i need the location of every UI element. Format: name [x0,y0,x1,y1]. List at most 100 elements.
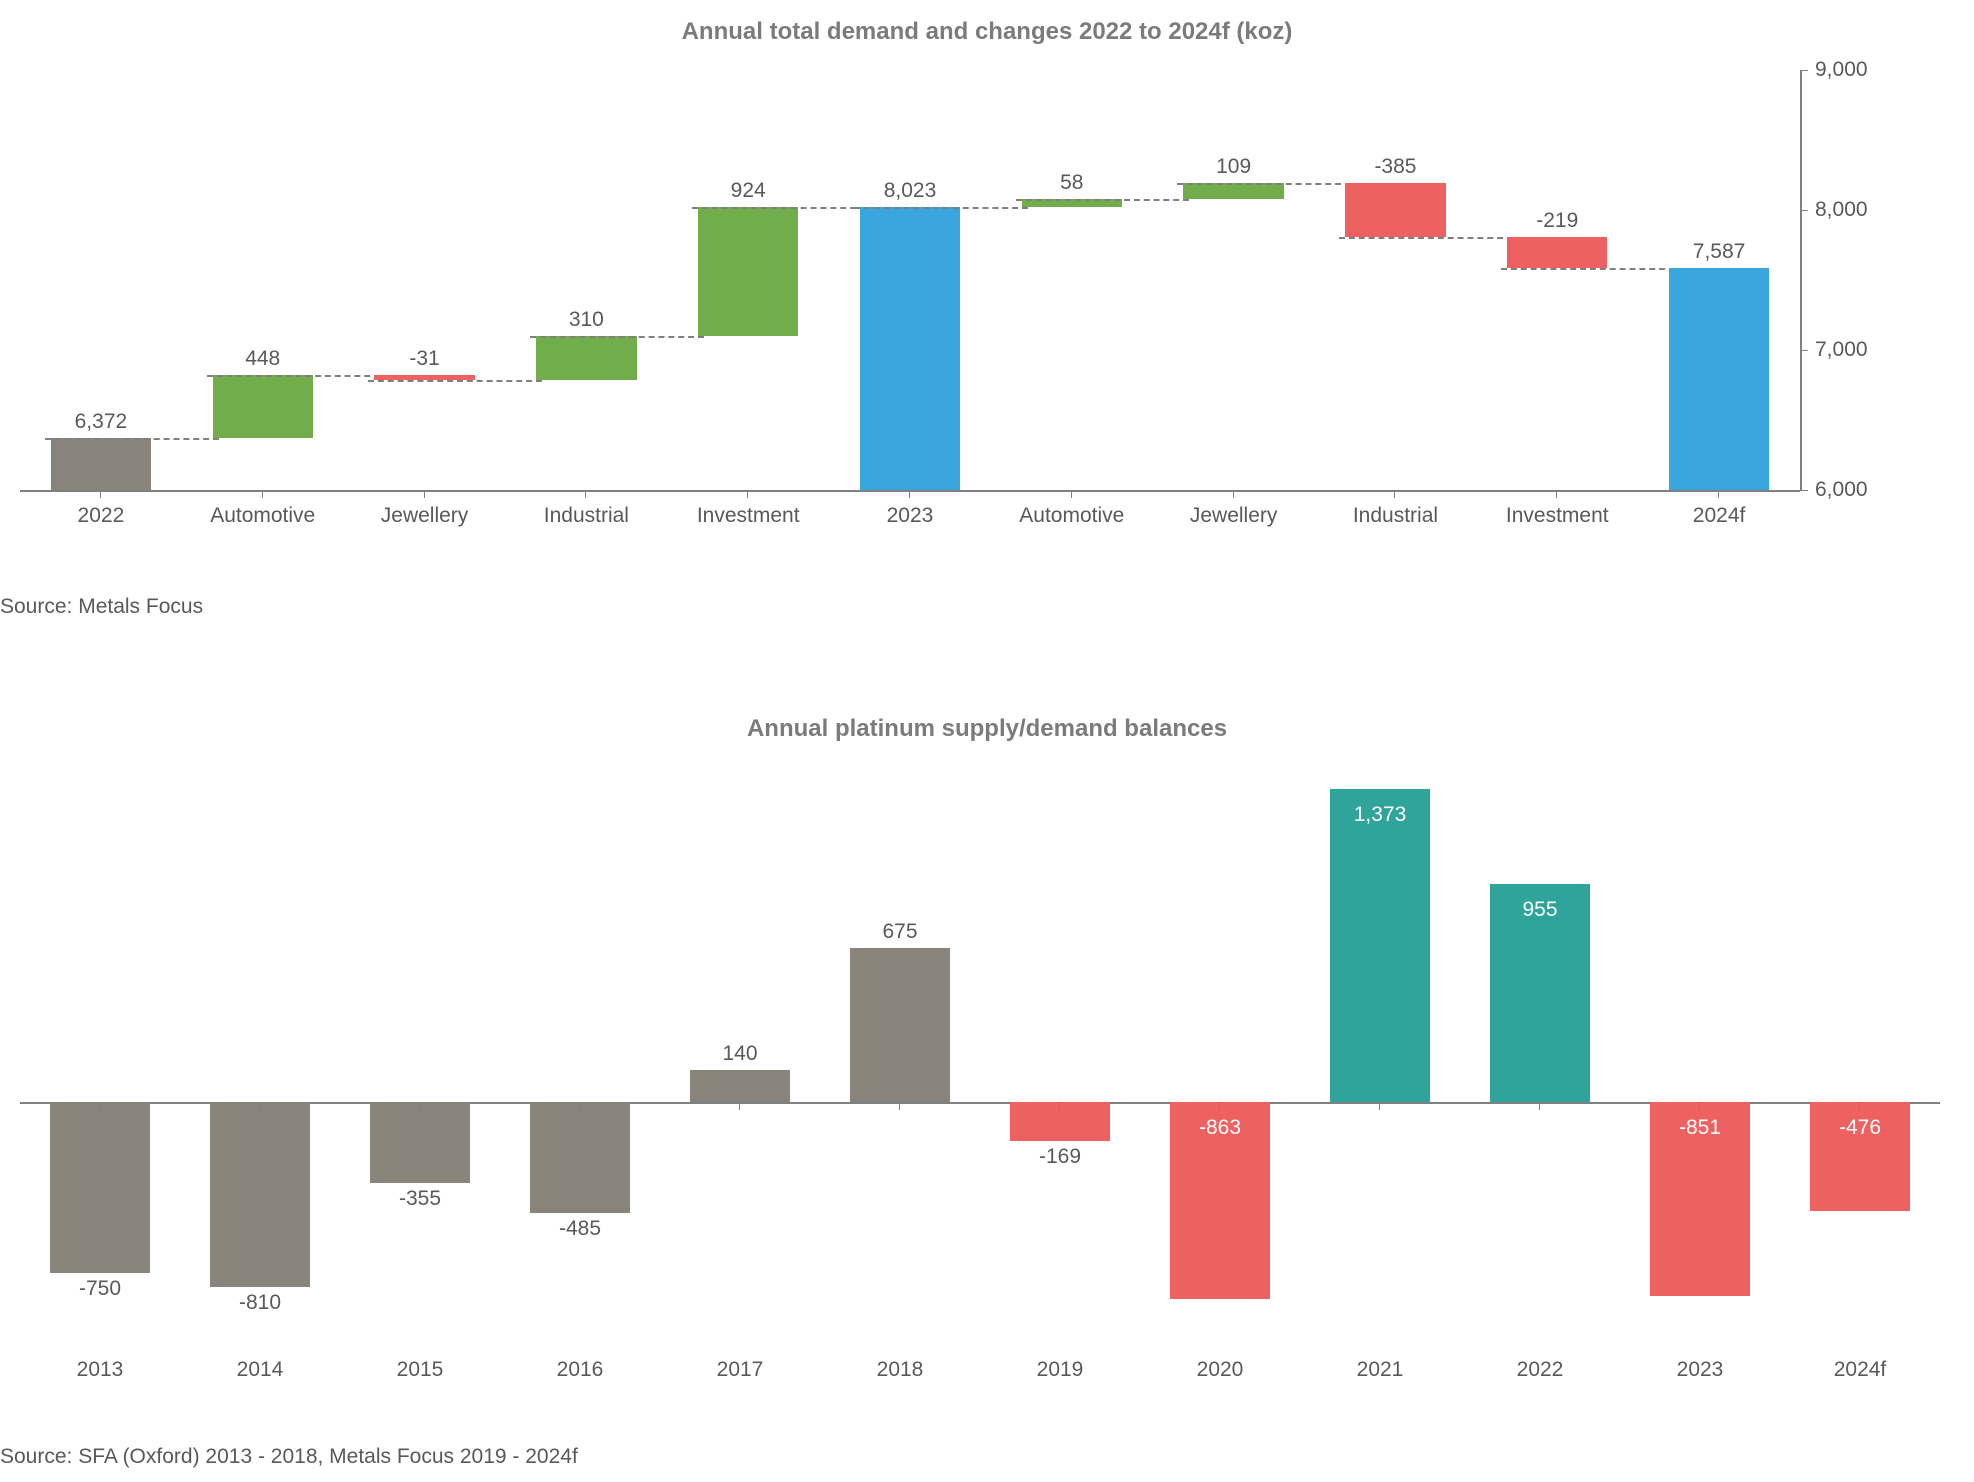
waterfall-bar [860,207,960,490]
balance-category-label: 2015 [340,1358,500,1382]
waterfall-xtick-mark [909,490,910,498]
balance-xtick-mark [1059,1102,1060,1110]
waterfall-connector [1016,199,1190,201]
balance-xtick-mark [1539,1102,1540,1110]
balance-data-label: -810 [190,1291,330,1315]
waterfall-category-label: Jewellery [344,504,506,528]
waterfall-category-label: Jewellery [1153,504,1315,528]
balance-bar [850,948,949,1102]
waterfall-ytick: 9,000 [1815,58,1895,82]
waterfall-bar [51,438,151,490]
waterfall-xtick-mark [585,490,586,498]
waterfall-category-label: 2024f [1638,504,1800,528]
balance-data-label: -485 [510,1217,650,1241]
waterfall-data-label: 310 [516,308,656,332]
waterfall-data-label: 6,372 [31,410,171,434]
waterfall-ytick: 7,000 [1815,338,1895,362]
balance-category-label: 2014 [180,1358,340,1382]
balance-bar [690,1070,789,1102]
balance-xtick-mark [1379,1102,1380,1110]
waterfall-ytick: 8,000 [1815,198,1895,222]
waterfall-connector [45,438,219,440]
balance-data-label: 1,373 [1310,803,1450,827]
waterfall-data-label: 109 [1164,155,1304,179]
balance-data-label: -476 [1790,1116,1930,1140]
balance-bar [50,1102,149,1273]
balance-data-label: -851 [1630,1116,1770,1140]
waterfall-xtick-mark [1556,490,1557,498]
balance-xtick-mark [1699,1102,1700,1110]
balance-xtick-mark [579,1102,580,1110]
balance-data-label: 675 [830,920,970,944]
waterfall-category-label: 2023 [829,504,991,528]
waterfall-bar [698,207,798,336]
balance-bar [1330,789,1429,1102]
waterfall-chart: 6,0007,0008,0009,0006,3722022448Automoti… [20,60,1880,540]
waterfall-xtick-mark [424,490,425,498]
balance-xtick-mark [1219,1102,1220,1110]
waterfall-ytick-mark [1800,490,1808,491]
balance-xtick-mark [259,1102,260,1110]
waterfall-data-label: 448 [193,347,333,371]
waterfall-x-axis [20,490,1800,492]
balance-data-label: -750 [30,1277,170,1301]
balance-category-label: 2017 [660,1358,820,1382]
balance-category-label: 2016 [500,1358,660,1382]
balance-data-label: 955 [1470,898,1610,922]
waterfall-title: Annual total demand and changes 2022 to … [0,18,1974,46]
waterfall-data-label: -31 [355,347,495,371]
waterfall-data-label: -219 [1487,209,1627,233]
balance-data-label: -355 [350,1187,490,1211]
page: Annual total demand and changes 2022 to … [0,0,1974,1482]
waterfall-xtick-mark [100,490,101,498]
waterfall-category-label: Investment [667,504,829,528]
balance-category-label: 2013 [20,1358,180,1382]
waterfall-bar [1507,237,1607,268]
balance-data-label: -863 [1150,1116,1290,1140]
balance-category-label: 2023 [1620,1358,1780,1382]
waterfall-xtick-mark [747,490,748,498]
balance-data-label: 140 [670,1042,810,1066]
balance-xtick-mark [739,1102,740,1110]
waterfall-bar [1345,183,1445,237]
waterfall-connector [692,207,866,209]
balance-bar [210,1102,309,1287]
balance-xtick-mark [1859,1102,1860,1110]
balance-xtick-mark [99,1102,100,1110]
waterfall-xtick-mark [262,490,263,498]
waterfall-connector [368,380,542,382]
balance-category-label: 2020 [1140,1358,1300,1382]
waterfall-y-axis [1800,70,1802,490]
waterfall-xtick-mark [1718,490,1719,498]
waterfall-category-label: 2022 [20,504,182,528]
waterfall-connector [854,207,1028,209]
waterfall-bar [1183,183,1283,198]
waterfall-category-label: Investment [1476,504,1638,528]
balance-data-label: -169 [990,1145,1130,1169]
waterfall-connector [530,336,704,338]
waterfall-connector [1177,183,1351,185]
waterfall-category-label: Industrial [1315,504,1477,528]
balance-bar [530,1102,629,1213]
balance-chart: -750 2013 -810 2014 -355 2015 -485 2016 140 2017 6… [20,760,1954,1400]
waterfall-data-label: -385 [1325,155,1465,179]
waterfall-data-label: 7,587 [1649,240,1789,264]
balance-category-label: 2018 [820,1358,980,1382]
waterfall-data-label: 924 [678,179,818,203]
balance-category-label: 2022 [1460,1358,1620,1382]
waterfall-xtick-mark [1233,490,1234,498]
balance-xtick-mark [899,1102,900,1110]
balance-source: Source: SFA (Oxford) 2013 - 2018, Metals… [0,1445,578,1469]
balance-category-label: 2024f [1780,1358,1940,1382]
balance-category-label: 2021 [1300,1358,1460,1382]
waterfall-data-label: 58 [1002,171,1142,195]
waterfall-category-label: Automotive [182,504,344,528]
waterfall-bar [536,336,636,379]
waterfall-source: Source: Metals Focus [0,595,203,619]
waterfall-bar [213,375,313,438]
balance-bar [370,1102,469,1183]
balance-title: Annual platinum supply/demand balances [0,715,1974,743]
waterfall-category-label: Automotive [991,504,1153,528]
waterfall-connector [1339,237,1513,239]
waterfall-connector [1501,268,1675,270]
